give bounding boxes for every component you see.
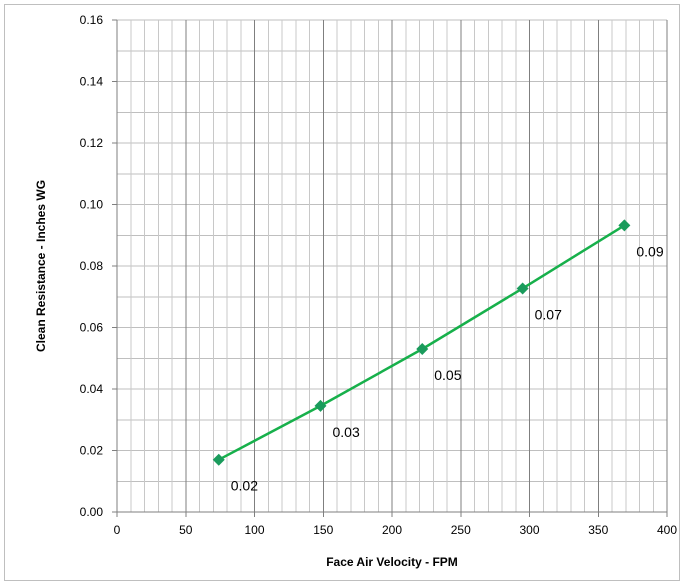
y-tick-label: 0.14	[80, 75, 104, 89]
x-tick-label: 400	[657, 523, 677, 537]
data-point-marker	[618, 219, 631, 232]
x-tick-label: 150	[313, 523, 333, 537]
data-label: 0.07	[535, 306, 562, 322]
data-point-marker	[212, 453, 225, 466]
data-label: 0.05	[434, 367, 461, 383]
x-tick-label: 250	[451, 523, 471, 537]
y-tick-label: 0.00	[80, 505, 104, 519]
y-tick-label: 0.16	[80, 13, 104, 27]
grid	[117, 19, 668, 512]
x-tick-label: 50	[179, 523, 193, 537]
y-tick-label: 0.12	[80, 136, 104, 150]
y-tick-label: 0.10	[80, 198, 104, 212]
y-tick-label: 0.02	[80, 444, 104, 458]
axes: 0.00 0.02 0.04 0.06 0.08 0.10 0.12 0.14 0.16 0 50 1…	[80, 13, 678, 537]
x-tick-label: 0	[114, 523, 121, 537]
label-layer: 0.02 0.03 0.05 0.07 0.09	[231, 243, 664, 493]
x-tick-label: 300	[519, 523, 539, 537]
series-layer	[212, 219, 631, 466]
data-point-marker	[416, 343, 429, 356]
y-tick-label: 0.06	[80, 321, 104, 335]
data-label: 0.09	[636, 243, 663, 259]
x-axis-title: Face Air Velocity - FPM	[326, 555, 458, 569]
data-point-marker	[516, 282, 529, 295]
data-label: 0.02	[231, 478, 258, 494]
data-label: 0.03	[333, 424, 360, 440]
data-point-marker	[314, 399, 327, 412]
series-line	[218, 224, 626, 461]
x-tick-label: 200	[382, 523, 402, 537]
y-tick-label: 0.08	[80, 259, 104, 273]
y-axis-title: Clean Resistance - Inches WG	[34, 180, 48, 352]
x-tick-label: 100	[244, 523, 264, 537]
y-tick-label: 0.04	[80, 382, 104, 396]
x-tick-label: 350	[588, 523, 608, 537]
